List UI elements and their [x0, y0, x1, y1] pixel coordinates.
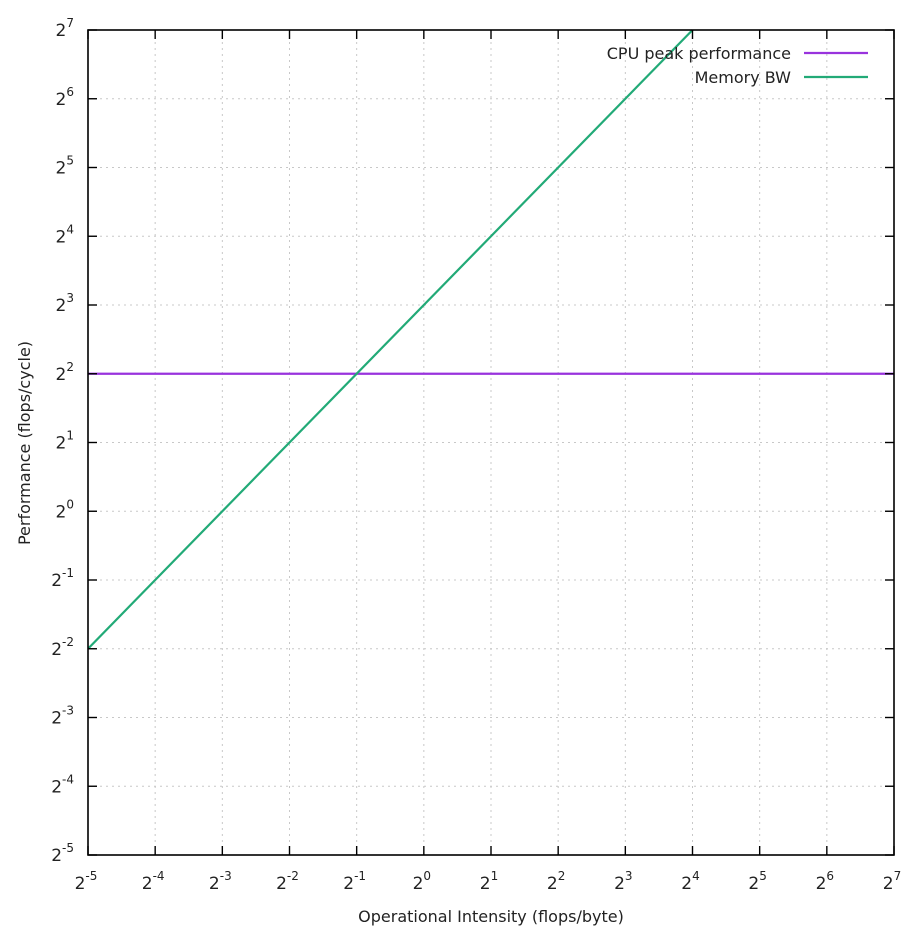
x-tick-label: 27 — [883, 869, 901, 894]
y-tick-label: 24 — [56, 222, 74, 247]
y-tick-label: 2-4 — [51, 772, 74, 797]
x-tick-label: 20 — [413, 869, 431, 894]
y-tick-label: 26 — [56, 85, 74, 110]
x-tick-label: 2-3 — [209, 869, 232, 894]
y-tick-label: 20 — [56, 497, 74, 522]
y-tick-label: 2-2 — [51, 635, 74, 660]
x-tick-label: 24 — [681, 869, 699, 894]
x-tick-label: 23 — [614, 869, 632, 894]
y-tick-label: 27 — [56, 16, 74, 41]
y-tick-label: 2-3 — [51, 704, 74, 729]
x-tick-label: 2-4 — [142, 869, 165, 894]
y-tick-label: 2-1 — [51, 566, 74, 591]
legend-label: Memory BW — [695, 68, 792, 87]
x-tick-label: 26 — [816, 869, 834, 894]
y-tick-label: 25 — [56, 154, 74, 179]
x-tick-label: 21 — [480, 869, 498, 894]
x-tick-label: 22 — [547, 869, 565, 894]
grid-layer — [88, 30, 894, 855]
y-tick-label: 22 — [56, 360, 74, 385]
y-axis-label: Performance (flops/cycle) — [15, 341, 34, 545]
series-layer — [87, 29, 894, 650]
x-tick-label: 2-2 — [276, 869, 299, 894]
tick-layer: 2-5 2-4 2-3 2-2 2-1 20 21 22 23 24 25 26 27 2-5 2-4 2-3… — [51, 16, 901, 894]
x-tick-label: 2-5 — [75, 869, 98, 894]
legend-label: CPU peak performance — [607, 44, 791, 63]
legend: CPU peak performance Memory BW — [607, 44, 868, 87]
y-tick-label: 2-5 — [51, 841, 74, 866]
y-tick-label: 23 — [56, 291, 74, 316]
series-line-2 — [87, 29, 694, 650]
x-tick-label: 25 — [748, 869, 766, 894]
x-axis-label: Operational Intensity (flops/byte) — [358, 907, 624, 926]
y-tick-label: 21 — [56, 429, 74, 454]
x-tick-label: 2-1 — [343, 869, 366, 894]
